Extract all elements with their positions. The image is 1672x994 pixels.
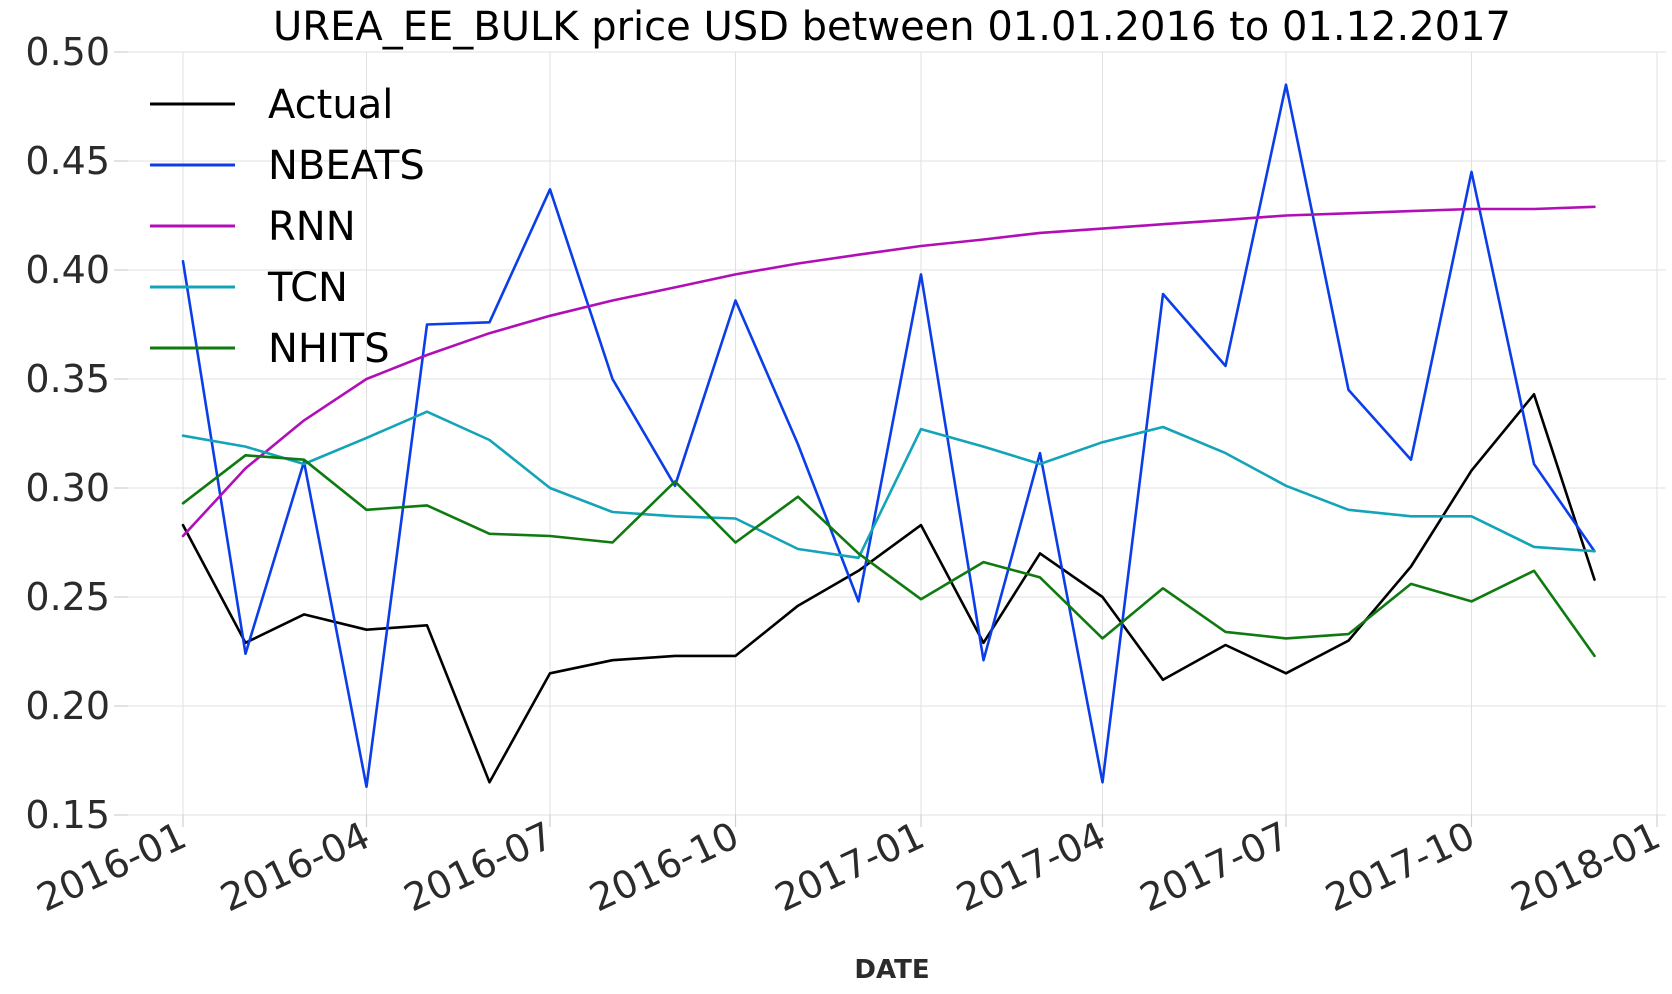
series-line-actual <box>181 392 1596 784</box>
series-lines <box>181 83 1596 789</box>
x-axis-label: DATE <box>854 955 929 985</box>
y-tick-label: 0.15 <box>25 793 110 837</box>
grid <box>114 51 1666 827</box>
legend-label-actual: Actual <box>268 82 393 128</box>
series-line-nhits <box>181 453 1596 658</box>
y-tick-label: 0.50 <box>25 30 110 74</box>
legend-label-rnn: RNN <box>268 204 356 250</box>
y-tick-label: 0.40 <box>25 248 110 292</box>
x-tick-label: 2018-01 <box>1504 813 1666 920</box>
x-tick-label: 2016-04 <box>214 813 376 920</box>
x-tick-label: 2017-10 <box>1319 813 1481 920</box>
legend-label-tcn: TCN <box>267 265 348 311</box>
x-tick-label: 2016-07 <box>397 813 559 920</box>
y-tick-label: 0.25 <box>25 575 110 619</box>
series-line-tcn <box>181 410 1596 560</box>
y-tick-label: 0.45 <box>25 139 110 183</box>
legend-label-nhits: NHITS <box>268 326 390 372</box>
y-axis-ticks: 0.15 0.20 0.25 0.30 0.35 0.40 0.45 0.50 <box>25 30 110 837</box>
legend-label-nbeats: NBEATS <box>268 143 425 189</box>
series-line-rnn <box>181 205 1596 538</box>
y-tick-label: 0.35 <box>25 357 110 401</box>
y-tick-label: 0.20 <box>25 684 110 728</box>
legend: Actual NBEATS RNN TCN NHITS <box>150 82 425 372</box>
x-tick-label: 2017-07 <box>1133 813 1295 920</box>
series-line-nbeats <box>181 83 1596 789</box>
x-tick-label: 2017-01 <box>768 813 930 920</box>
x-tick-label: 2017-04 <box>950 813 1112 920</box>
chart-title: UREA_EE_BULK price USD between 01.01.201… <box>273 4 1511 50</box>
y-tick-label: 0.30 <box>25 466 110 510</box>
x-tick-label: 2016-10 <box>583 813 745 920</box>
x-axis-ticks: 2016-01 2016-04 2016-07 2016-10 2017-01 2017-… <box>30 813 1666 920</box>
